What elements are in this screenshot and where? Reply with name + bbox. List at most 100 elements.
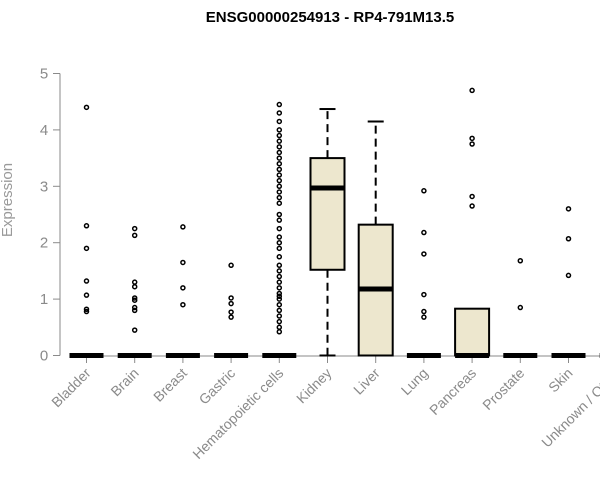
x-tick-label: Pancreas	[426, 365, 479, 418]
outlier-point	[276, 160, 283, 167]
outlier-point	[276, 194, 283, 201]
box-group	[406, 188, 441, 358]
outlier-point	[276, 225, 283, 232]
outlier-point	[276, 101, 283, 108]
outlier-point	[228, 295, 234, 301]
outlier-point	[421, 291, 427, 298]
x-tick-label: Kidney	[293, 365, 335, 407]
outlier-point	[421, 308, 427, 315]
outlier-point	[228, 262, 234, 269]
outlier-point	[276, 296, 283, 302]
outlier-point	[228, 314, 234, 320]
outlier-point	[131, 295, 138, 301]
box-group	[357, 120, 394, 357]
outlier-point	[276, 245, 283, 252]
outlier-point	[469, 135, 475, 142]
outlier-point	[469, 141, 475, 147]
outlier-point	[565, 206, 572, 212]
outlier-point	[276, 172, 283, 178]
outlier-point	[276, 127, 283, 133]
outlier-point	[517, 257, 524, 264]
outlier-point	[517, 304, 524, 311]
x-tick-label: Bladder	[48, 365, 94, 411]
outlier-point	[276, 254, 283, 260]
outlier-point	[131, 327, 138, 333]
outlier-point	[83, 104, 90, 111]
y-tick-label: 4	[40, 122, 48, 139]
outlier-point	[276, 239, 283, 246]
outlier-point	[228, 300, 234, 307]
y-tick-label: 1	[40, 291, 48, 308]
outlier-point	[276, 262, 283, 269]
box-group	[309, 108, 346, 357]
outlier-point	[83, 292, 90, 298]
outlier-point	[131, 279, 138, 285]
outlier-point	[276, 132, 283, 139]
outlier-point	[180, 259, 186, 266]
outlier-point	[276, 183, 283, 190]
outlier-point	[276, 200, 283, 206]
outlier-point	[276, 149, 283, 156]
outlier-point	[131, 232, 138, 239]
y-axis-label: Expression	[0, 163, 16, 237]
outlier-point	[565, 236, 572, 242]
outlier-point	[469, 193, 475, 200]
outlier-point	[276, 144, 283, 150]
outlier-point	[131, 297, 138, 303]
outlier-point	[469, 203, 475, 209]
y-axis: 0 1 2 3 4 5	[40, 66, 61, 365]
box-group	[262, 101, 297, 358]
outlier-point	[276, 273, 283, 280]
outlier-point	[421, 251, 427, 257]
x-tick-label: Liver	[350, 365, 383, 398]
outlier-point	[83, 278, 90, 284]
x-tick-label: Gastric	[196, 365, 239, 408]
box-group	[117, 225, 152, 358]
outlier-point	[276, 285, 283, 291]
outlier-point	[565, 272, 572, 279]
x-tick-label: Brain	[107, 365, 141, 399]
outlier-point	[228, 309, 234, 315]
outlier-point	[83, 308, 90, 315]
box-body	[309, 157, 346, 271]
outlier-point	[131, 304, 138, 311]
outlier-point	[276, 301, 283, 308]
outlier-point	[180, 224, 186, 230]
x-tick-label: Breast	[150, 365, 190, 405]
x-tick-label: Prostate	[479, 365, 527, 413]
outlier-point	[421, 188, 427, 194]
y-tick-label: 0	[40, 348, 48, 365]
chart-title: ENSG00000254913 - RP4-791M13.5	[206, 9, 455, 26]
outlier-point	[276, 138, 283, 144]
outlier-point	[276, 279, 283, 285]
x-tick-label: Lung	[398, 365, 431, 398]
outlier-point	[276, 118, 283, 125]
box-body	[454, 307, 491, 357]
outlier-point	[180, 285, 186, 291]
outlier-point	[469, 87, 475, 94]
outlier-point	[276, 211, 283, 218]
outlier-point	[83, 306, 90, 313]
y-tick-label: 5	[40, 66, 48, 83]
outlier-point	[276, 313, 283, 319]
outlier-point	[421, 314, 427, 320]
outlier-point	[276, 324, 283, 331]
outlier-point	[276, 307, 283, 314]
outlier-point	[276, 217, 283, 223]
outlier-point	[276, 110, 283, 116]
outlier-point	[276, 290, 283, 297]
box-group	[503, 257, 538, 358]
box-group	[454, 87, 491, 358]
y-tick-label: 2	[40, 235, 48, 252]
outlier-point	[83, 245, 90, 252]
outlier-point	[276, 189, 283, 195]
box-group	[165, 224, 200, 358]
x-tick-label: Skin	[545, 365, 576, 396]
box-group	[214, 262, 249, 358]
outlier-point	[83, 223, 90, 229]
box-series	[69, 87, 600, 358]
outlier-point	[421, 229, 427, 236]
outlier-point	[131, 283, 138, 290]
box-group	[551, 206, 586, 358]
outlier-point	[180, 301, 186, 308]
